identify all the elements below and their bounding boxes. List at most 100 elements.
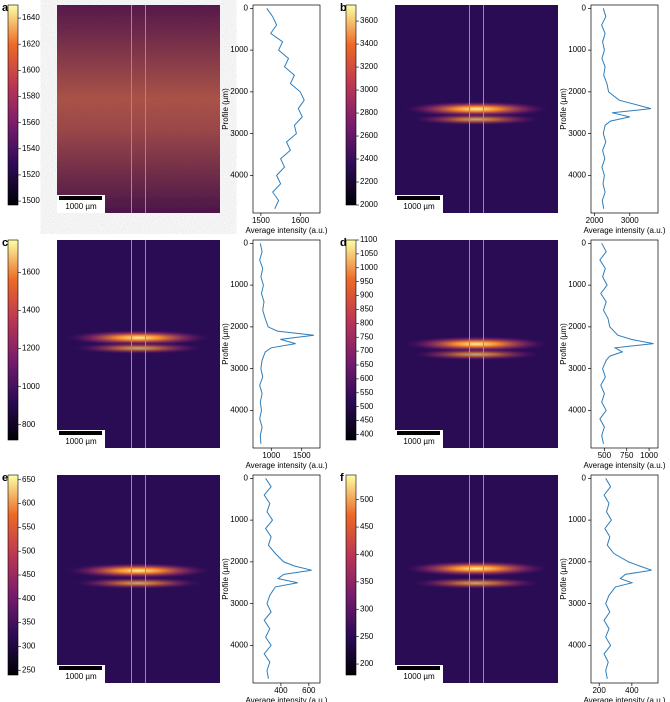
colorbar-tick-label: 500	[360, 495, 374, 504]
colorbar-tick-label: 500	[360, 402, 374, 411]
image-band	[63, 329, 214, 346]
image	[57, 5, 220, 213]
image-band	[71, 577, 206, 590]
x-axis-label: Average intensity (a.u.)	[583, 226, 665, 235]
colorbar-tick-label: 1600	[22, 267, 40, 276]
image-band	[401, 336, 552, 352]
colorbar-tick-label: 300	[360, 604, 374, 613]
x-tick-label: 400	[274, 686, 288, 695]
scale-bar-label: 1000 µm	[403, 437, 435, 446]
colorbar-tick-label: 800	[360, 318, 374, 327]
y-tick-label: 0	[244, 473, 249, 482]
panel-letter: e	[2, 472, 8, 484]
scale-bar-label: 1000 µm	[403, 202, 435, 211]
colorbar-tick-label: 1580	[22, 92, 40, 101]
y-tick-label: 2000	[230, 322, 248, 331]
y-axis-label: Profile (µm)	[559, 558, 568, 600]
scale-bar-label: 1000 µm	[65, 437, 97, 446]
colorbar-tick-label: 1520	[22, 170, 40, 179]
x-axis-label: Average intensity (a.u.)	[245, 226, 327, 235]
colorbar-tick-label: 1640	[22, 13, 40, 22]
y-tick-label: 4000	[568, 641, 586, 650]
y-tick-label: 1000	[230, 45, 248, 54]
colorbar-tick-label: 2400	[360, 154, 378, 163]
x-tick-label: 1600	[291, 216, 309, 225]
colorbar-tick-label: 900	[360, 291, 374, 300]
colorbar-tick-label: 400	[22, 594, 36, 603]
colorbar-tick-label: 700	[360, 346, 374, 355]
scale-bar	[397, 666, 440, 670]
x-tick-label: 500	[598, 451, 612, 460]
colorbar-tick-label: 650	[22, 475, 36, 484]
colorbar-tick-label: 1600	[22, 65, 40, 74]
scale-bar-label: 1000 µm	[65, 672, 97, 681]
x-tick-label: 600	[302, 686, 316, 695]
plot-frame	[590, 239, 659, 449]
scale-bar	[59, 666, 102, 670]
colorbar-tick-label: 750	[360, 332, 374, 341]
x-tick-label: 1000	[640, 451, 658, 460]
colorbar-tick-label: 2000	[360, 200, 378, 209]
x-tick-label: 400	[625, 686, 639, 695]
y-axis-label: Profile (µm)	[221, 558, 230, 600]
x-tick-label: 1500	[293, 451, 311, 460]
colorbar-tick-label: 350	[360, 577, 374, 586]
y-tick-label: 3000	[568, 599, 586, 608]
colorbar-tick-label: 800	[22, 420, 36, 429]
panel-letter: b	[340, 2, 347, 14]
colorbar-tick-label: 200	[360, 659, 374, 668]
x-tick-label: 1500	[252, 216, 270, 225]
colorbar-tick-label: 600	[22, 499, 36, 508]
colorbar-tick-label: 450	[360, 416, 374, 425]
y-tick-label: 1000	[230, 280, 248, 289]
x-axis-label: Average intensity (a.u.)	[245, 696, 327, 702]
y-tick-label: 2000	[568, 557, 586, 566]
colorbar-tick-label: 1000	[360, 263, 378, 272]
y-tick-label: 3000	[568, 129, 586, 138]
plot-frame	[252, 239, 321, 449]
colorbar-tick-label: 500	[22, 546, 36, 555]
panel-letter: d	[340, 237, 347, 249]
y-tick-label: 2000	[568, 322, 586, 331]
plot-frame	[252, 474, 321, 684]
colorbar	[7, 4, 19, 206]
colorbar	[345, 239, 357, 441]
y-tick-label: 1000	[568, 280, 586, 289]
x-axis-label: Average intensity (a.u.)	[583, 696, 665, 702]
colorbar-tick-label: 3200	[360, 62, 378, 71]
colorbar-tick-label: 1100	[360, 235, 378, 244]
colorbar-tick-label: 1560	[22, 118, 40, 127]
y-axis-label: Profile (µm)	[559, 88, 568, 130]
panel-letter: a	[2, 2, 9, 14]
image-band	[409, 113, 544, 126]
x-tick-label: 2000	[586, 216, 604, 225]
y-tick-label: 4000	[230, 641, 248, 650]
y-tick-label: 1000	[230, 515, 248, 524]
colorbar-tick-label: 450	[22, 570, 36, 579]
colorbar-tick-label: 400	[360, 430, 374, 439]
colorbar-tick-label: 250	[360, 632, 374, 641]
profile-line	[263, 478, 312, 679]
y-tick-label: 0	[582, 3, 587, 12]
y-tick-label: 1000	[568, 45, 586, 54]
plot-frame	[590, 4, 659, 214]
plot-frame	[590, 474, 659, 684]
colorbar-tick-label: 1000	[22, 382, 40, 391]
colorbar-tick-label: 3400	[360, 39, 378, 48]
image-band	[63, 562, 214, 579]
y-tick-label: 3000	[230, 599, 248, 608]
image-band	[409, 348, 544, 361]
y-tick-label: 0	[244, 238, 249, 247]
colorbar-tick-label: 3000	[360, 85, 378, 94]
y-tick-label: 2000	[230, 557, 248, 566]
y-tick-label: 4000	[568, 406, 586, 415]
colorbar-tick-label: 1500	[22, 196, 40, 205]
x-tick-label: 750	[620, 451, 634, 460]
y-tick-label: 0	[244, 3, 249, 12]
colorbar-tick-label: 2200	[360, 177, 378, 186]
scale-bar	[397, 431, 440, 435]
colorbar-tick-label: 650	[360, 360, 374, 369]
y-tick-label: 3000	[568, 364, 586, 373]
y-axis-label: Profile (µm)	[221, 88, 230, 130]
colorbar-tick-label: 350	[22, 618, 36, 627]
